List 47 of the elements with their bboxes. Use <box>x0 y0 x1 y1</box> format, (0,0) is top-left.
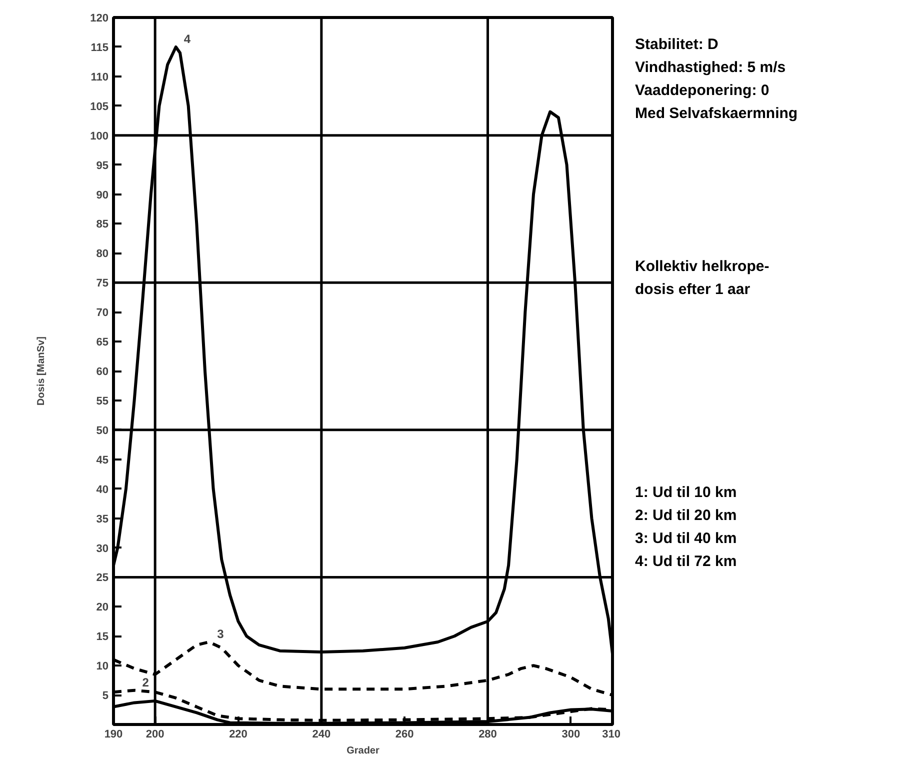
y-tick-label: 85 <box>96 218 109 231</box>
text: 1: Ud til 10 km <box>635 483 738 503</box>
text: dosis efter 1 aar <box>635 280 752 300</box>
text: 3: Ud til 40 km <box>635 529 738 549</box>
series-label: 2 <box>142 675 150 690</box>
x-tick-label: 240 <box>312 728 331 740</box>
y-tick-label: 30 <box>96 542 109 555</box>
text: Med Selvafskaermning <box>635 104 798 124</box>
y-tick-label: 120 <box>90 12 109 24</box>
y-tick-label: 110 <box>90 71 109 84</box>
x-tick-label: 310 <box>602 728 621 740</box>
y-tick-label: 40 <box>96 484 109 496</box>
text: 4: Ud til 72 km <box>635 552 738 572</box>
y-tick-label: 70 <box>96 307 109 320</box>
y-tick-label: 35 <box>96 513 109 526</box>
y-tick-label: 75 <box>96 278 109 290</box>
y-tick-label: 20 <box>96 602 109 614</box>
text: Vindhastighed: 5 m/s <box>635 58 787 78</box>
x-tick-label: 280 <box>478 728 497 740</box>
text: Stabilitet: D <box>635 35 720 55</box>
y-tick-label: 55 <box>96 395 109 408</box>
series-label: 4 <box>184 32 191 46</box>
x-tick-label: 300 <box>562 728 580 740</box>
y-tick-label: 100 <box>90 130 109 142</box>
x-tick-label: 190 <box>104 728 123 740</box>
y-tick-label: 25 <box>96 572 109 584</box>
y-tick-label: 45 <box>96 454 109 466</box>
x-tick-label: 260 <box>395 728 414 740</box>
text: Vaaddeponering: 0 <box>635 81 770 101</box>
series-label: 3 <box>217 627 224 642</box>
text: 2: Ud til 20 km <box>635 506 738 526</box>
x-tick-label: 220 <box>229 728 248 740</box>
y-tick-label: 10 <box>96 660 109 673</box>
y-tick-label: 50 <box>96 424 109 437</box>
y-tick-label: 90 <box>96 189 109 202</box>
y-axis-title: Dosis [ManSv] <box>36 336 48 406</box>
x-tick-label: 200 <box>146 728 164 740</box>
y-tick-label: 115 <box>90 42 109 54</box>
y-tick-label: 80 <box>96 248 109 260</box>
text: Kollektiv helkrope- <box>635 257 770 277</box>
x-axis-title: Grader <box>346 746 380 756</box>
y-tick-label: 5 <box>102 690 109 702</box>
y-tick-label: 65 <box>96 336 109 349</box>
y-tick-label: 60 <box>96 366 109 378</box>
y-tick-label: 95 <box>96 160 109 172</box>
y-tick-label: 105 <box>90 100 109 113</box>
y-tick-label: 15 <box>96 631 109 644</box>
